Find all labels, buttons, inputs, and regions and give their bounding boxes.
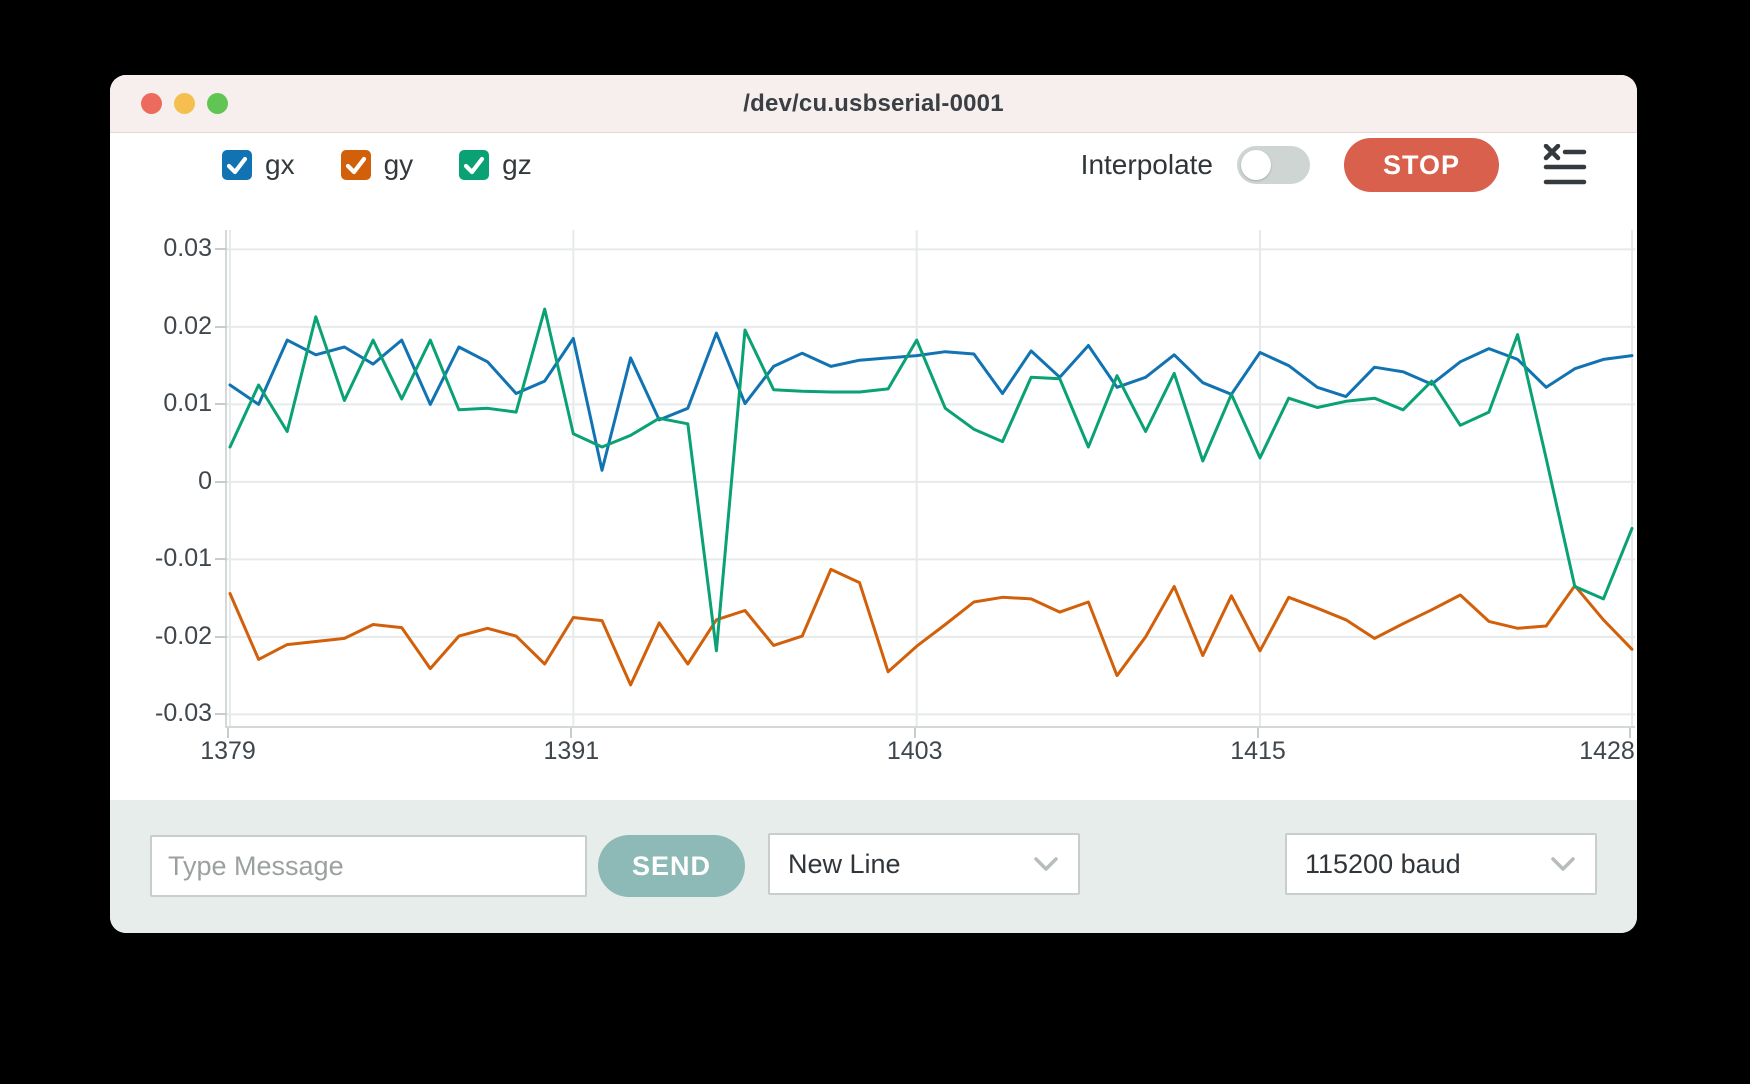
legend: gx gy gz — [110, 149, 532, 181]
baud-rate-select[interactable]: 115200 baud — [1285, 833, 1597, 895]
interpolate-toggle[interactable] — [1237, 146, 1310, 184]
minimize-button[interactable] — [174, 93, 195, 114]
y-axis-tick — [215, 325, 227, 328]
x-axis-tick — [1257, 728, 1260, 738]
close-button[interactable] — [141, 93, 162, 114]
x-axis-tick — [1629, 728, 1631, 738]
x-axis-tick — [570, 728, 573, 738]
legend-item-gx: gx — [222, 149, 295, 181]
checkbox-gy[interactable] — [340, 150, 371, 180]
series-line-gy — [228, 567, 1634, 687]
x-axis-tick — [913, 728, 916, 738]
plot-svg — [227, 230, 1635, 726]
y-axis-tick — [215, 248, 227, 251]
legend-label-gx: gx — [265, 149, 295, 180]
y-axis-tick — [215, 480, 227, 483]
x-axis-tick-label: 1403 — [886, 737, 943, 765]
interpolate-label: Interpolate — [1080, 149, 1213, 180]
legend-label-gy: gy — [383, 149, 414, 180]
line-ending-select[interactable]: New Line — [768, 833, 1080, 895]
checkmark-icon — [464, 156, 485, 175]
y-axis-tick — [215, 713, 227, 716]
bottom-bar: SEND New Line 115200 baud — [110, 800, 1637, 933]
chevron-down-icon — [1551, 857, 1575, 871]
y-axis-tick-label: 0.01 — [163, 389, 212, 418]
app-window: /dev/cu.usbserial-0001 gx gy gz — [110, 75, 1637, 933]
traffic-lights — [110, 75, 228, 132]
y-axis-tick-label: 0.03 — [163, 234, 212, 263]
series-line-gz — [228, 307, 1634, 653]
y-axis-tick-label: -0.02 — [155, 621, 212, 650]
y-axis-tick — [215, 635, 227, 638]
plot-header: gx gy gz Interpolate STOP — [110, 135, 1637, 195]
send-button[interactable]: SEND — [598, 835, 745, 897]
maximize-button[interactable] — [207, 93, 228, 114]
clear-plots-icon[interactable] — [1543, 144, 1587, 186]
y-axis-tick-label: -0.03 — [155, 699, 212, 728]
y-axis-tick — [215, 558, 227, 561]
message-input[interactable] — [150, 835, 587, 897]
y-axis-tick — [215, 403, 227, 406]
plot-controls: Interpolate STOP — [1081, 138, 1637, 192]
chevron-down-icon — [1034, 857, 1058, 871]
title-bar[interactable]: /dev/cu.usbserial-0001 — [110, 75, 1637, 133]
x-axis-tick-label: 1428 — [1579, 737, 1635, 765]
checkmark-icon — [345, 156, 366, 175]
checkmark-icon — [226, 156, 248, 175]
window-title: /dev/cu.usbserial-0001 — [743, 89, 1004, 117]
x-axis-tick-label: 1415 — [1230, 737, 1286, 765]
x-axis-tick-label: 1379 — [200, 737, 256, 765]
series-line-gx — [228, 331, 1634, 472]
checkbox-gx[interactable] — [222, 150, 252, 180]
baud-rate-value: 115200 baud — [1305, 848, 1461, 879]
stop-button[interactable]: STOP — [1344, 138, 1499, 192]
legend-item-gy: gy — [340, 149, 414, 181]
x-axis-tick — [227, 728, 229, 738]
legend-item-gz: gz — [459, 149, 532, 181]
chart-plot-area[interactable] — [225, 230, 1635, 728]
toggle-knob — [1241, 150, 1271, 180]
line-ending-value: New Line — [788, 848, 901, 879]
legend-label-gz: gz — [502, 149, 532, 180]
y-axis-tick-label: 0.02 — [163, 311, 212, 340]
y-axis-tick-label: 0 — [198, 466, 212, 495]
y-axis-tick-label: -0.01 — [155, 544, 212, 573]
checkbox-gz[interactable] — [459, 150, 490, 180]
x-axis-tick-label: 1391 — [543, 737, 600, 765]
